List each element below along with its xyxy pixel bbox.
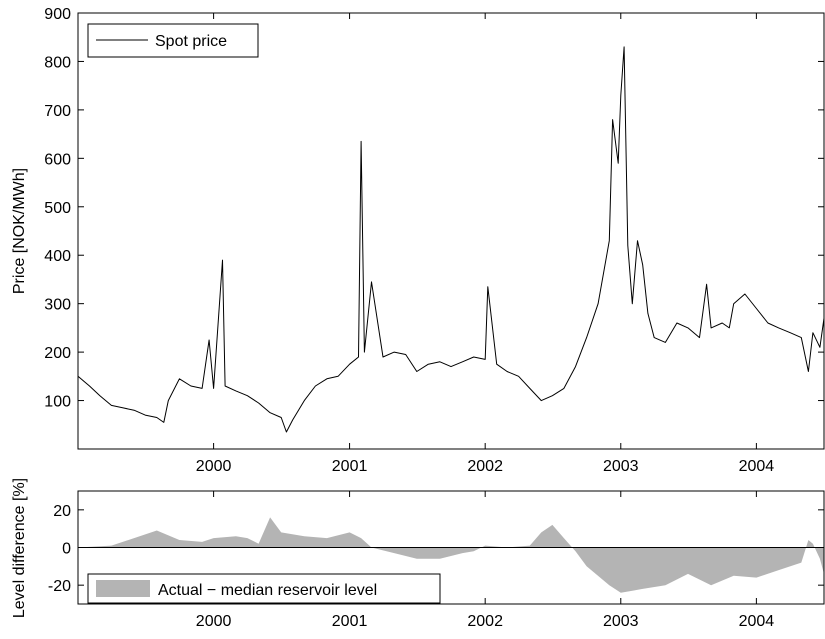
reservoir-xtick-label: 2002 <box>467 613 503 630</box>
price-xtick-label: 2001 <box>332 458 368 475</box>
price-plot-area <box>78 13 824 449</box>
price-xtick-label: 2002 <box>467 458 503 475</box>
price-ytick-label: 200 <box>44 345 71 362</box>
reservoir-xtick-label: 2000 <box>196 613 232 630</box>
price-ytick-label: 300 <box>44 297 71 314</box>
reservoir-legend-swatch <box>96 580 150 597</box>
reservoir-axes-box <box>77 490 825 605</box>
price-xtick-label: 2000 <box>196 458 232 475</box>
price-y-axis-label: Price [NOK/MWh] <box>11 168 28 294</box>
price-ytick-label: 600 <box>44 151 71 168</box>
reservoir-xtick-label: 2001 <box>332 613 368 630</box>
reservoir-difference-area <box>78 517 824 593</box>
price-ytick-label: 400 <box>44 248 71 265</box>
price-ytick-label: 900 <box>44 6 71 23</box>
price-legend: Spot price <box>87 23 259 58</box>
reservoir-area-group <box>78 517 824 593</box>
price-ticks: 100 200 300 400 500 600 700 800 900 2000 2001 2002 2… <box>44 6 824 475</box>
reservoir-ytick-label: -20 <box>48 578 71 595</box>
price-ytick-label: 800 <box>44 54 71 71</box>
price-ytick-label: 500 <box>44 200 71 217</box>
price-ytick-label: 100 <box>44 394 71 411</box>
price-ytick-label: 700 <box>44 103 71 120</box>
price-axes-box <box>77 12 825 450</box>
price-xtick-label: 2003 <box>603 458 639 475</box>
reservoir-xtick-label: 2003 <box>603 613 639 630</box>
reservoir-ticks: -20 0 20 2000 2001 2002 2003 2004 <box>48 491 824 630</box>
reservoir-legend: Actual − median reservoir level <box>87 573 441 604</box>
reservoir-ytick-label: 20 <box>53 503 71 520</box>
price-series-group <box>77 46 825 433</box>
price-legend-label: Spot price <box>155 33 227 50</box>
reservoir-y-axis-label: Level difference [%] <box>11 478 28 618</box>
price-xtick-label: 2004 <box>739 458 775 475</box>
reservoir-panel: -20 0 20 2000 2001 2002 2003 2004 Level differe… <box>11 478 825 630</box>
reservoir-ytick-label: 0 <box>62 541 71 558</box>
reservoir-xtick-label: 2004 <box>739 613 775 630</box>
price-panel: 100 200 300 400 500 600 700 800 900 2000 2001 2002 2… <box>11 6 825 475</box>
reservoir-legend-label: Actual − median reservoir level <box>158 582 377 599</box>
spot-price-line <box>77 46 825 433</box>
